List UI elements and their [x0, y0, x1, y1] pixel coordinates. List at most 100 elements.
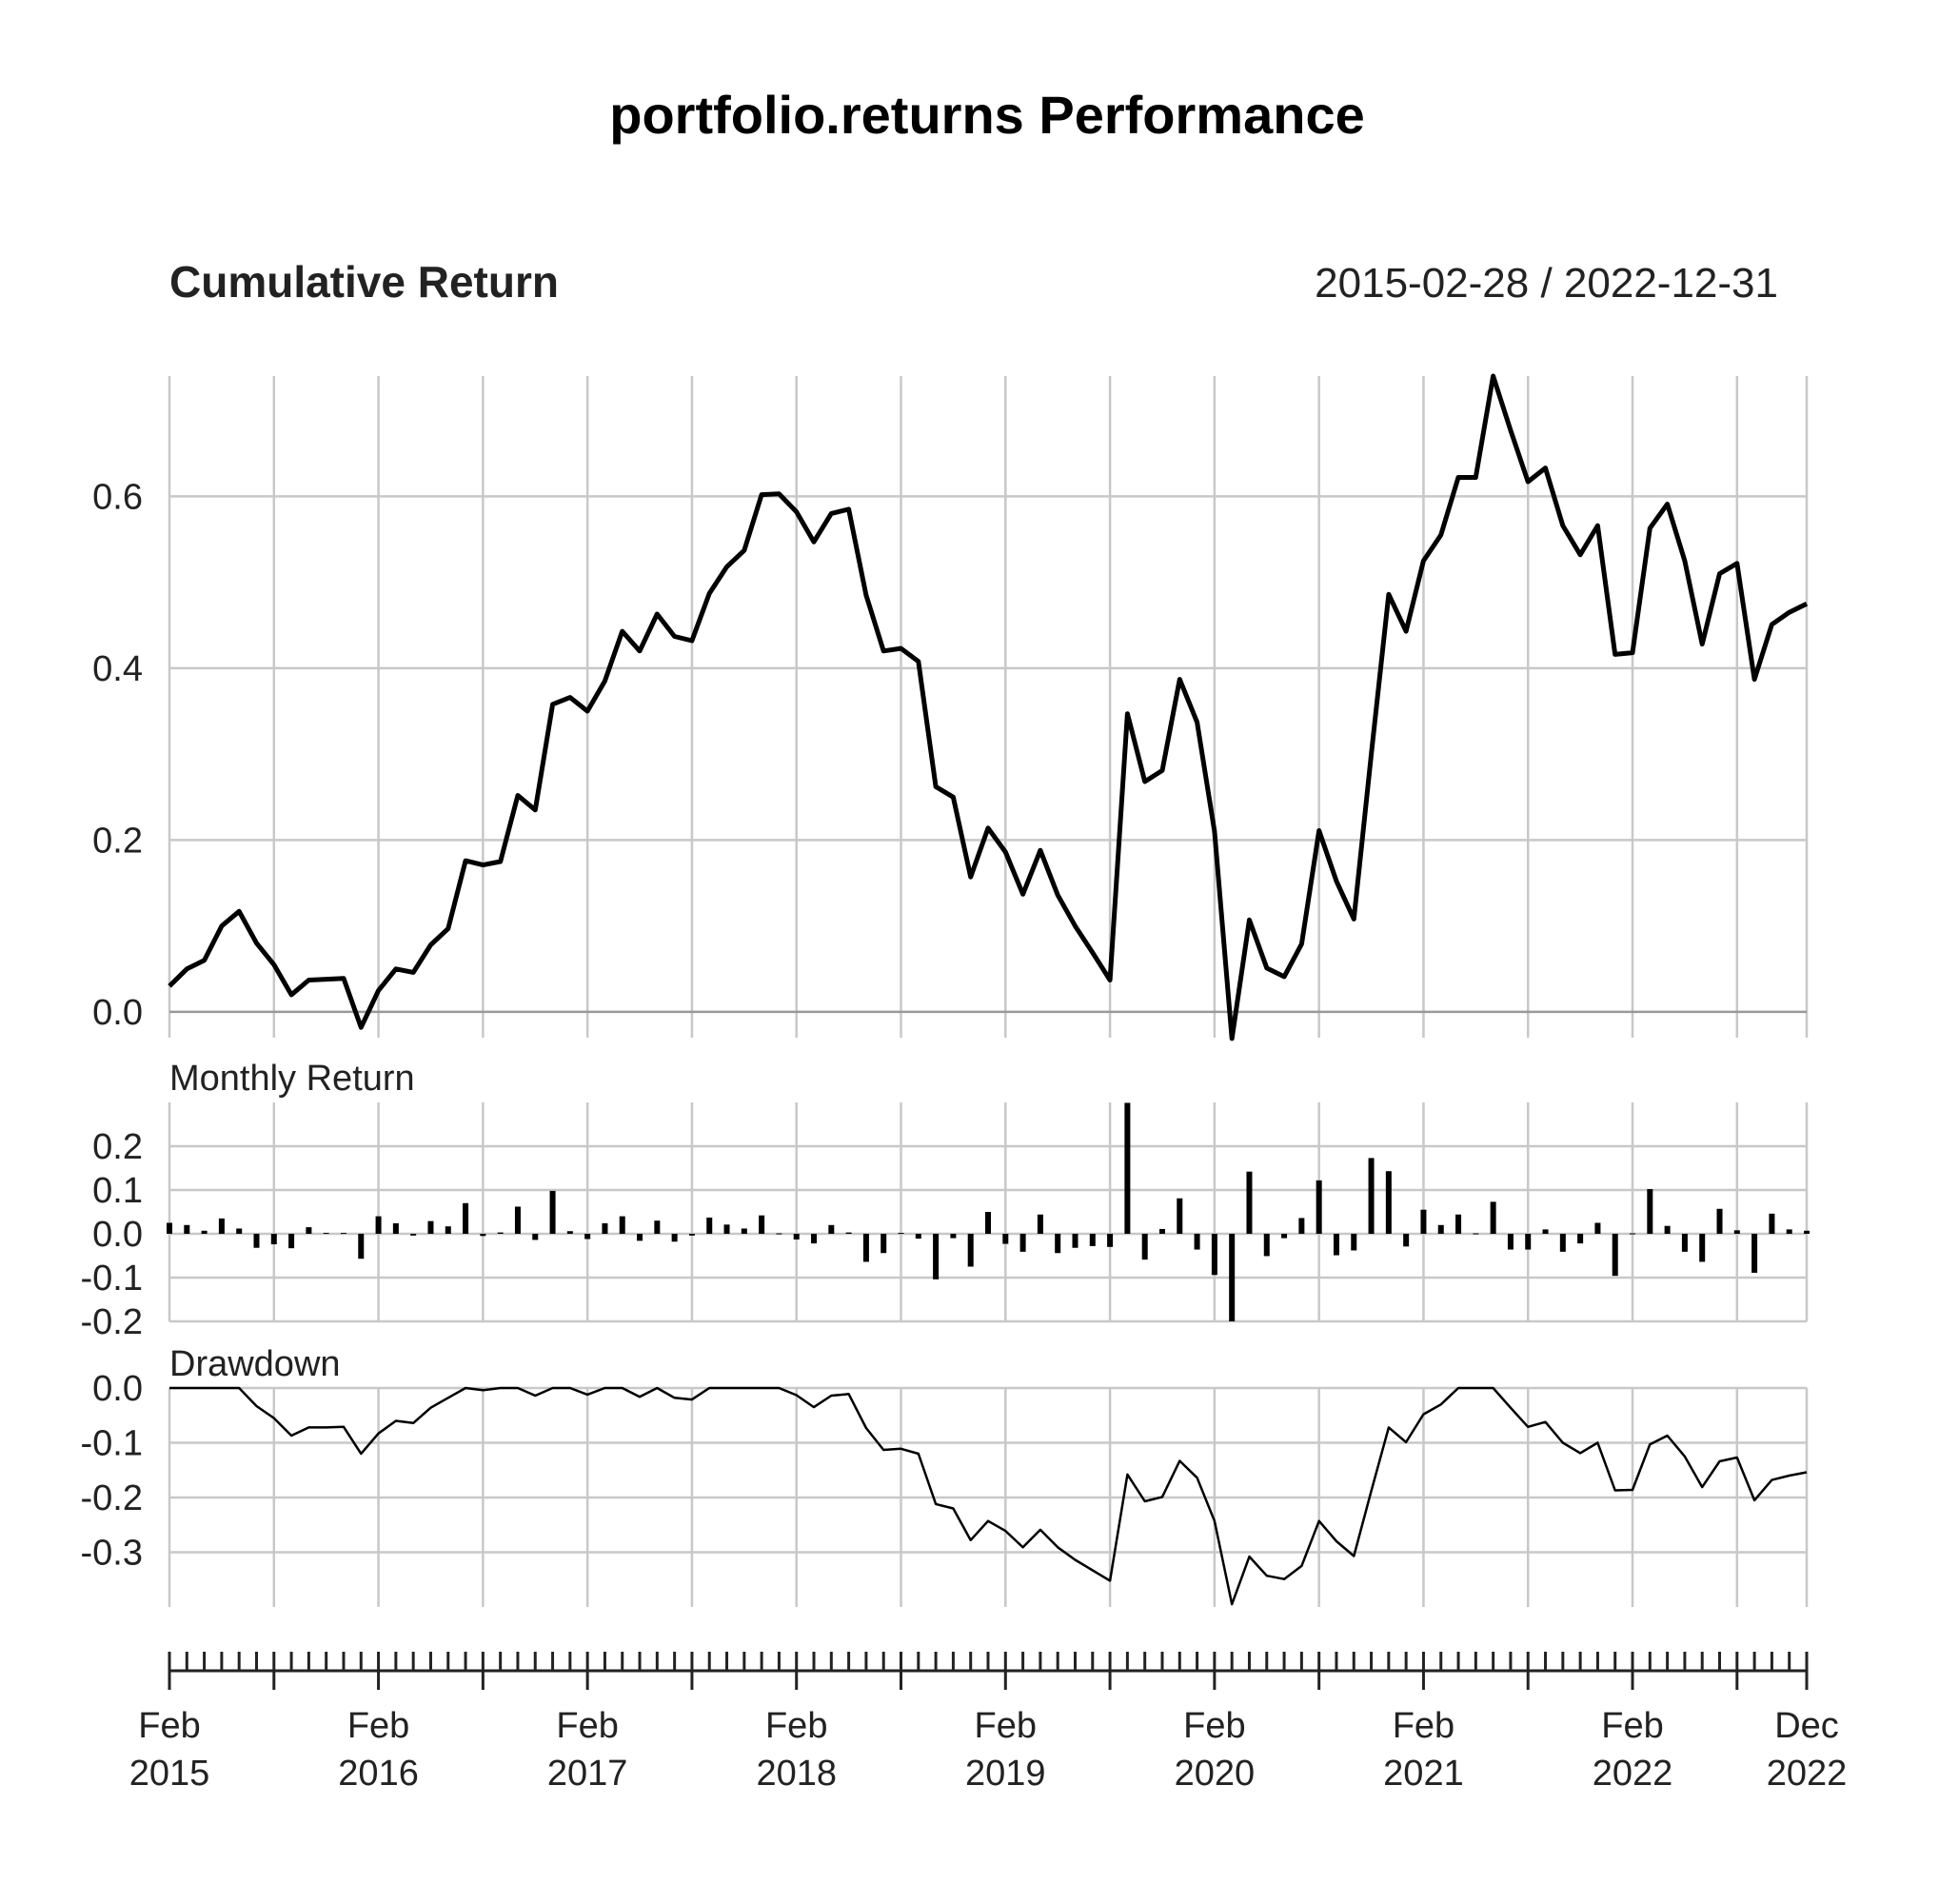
monthly-return-bar	[1490, 1201, 1496, 1234]
x-tick-label-month: Feb	[1601, 1706, 1663, 1746]
drawdown-series-line	[169, 1386, 1808, 1606]
monthly-return-bar	[288, 1234, 295, 1249]
monthly-return-bar	[845, 1232, 852, 1234]
monthly-return-bar	[706, 1217, 713, 1234]
monthly-return-bar	[862, 1234, 869, 1262]
monthly-return-panel: -0.2-0.10.00.10.2	[81, 1102, 1810, 1342]
monthly-return-bar	[445, 1226, 451, 1234]
monthly-return-bar	[1055, 1234, 1061, 1254]
monthly-return-bar	[566, 1231, 573, 1234]
x-tick-label-year: 2018	[756, 1754, 837, 1794]
drawdown-y-tick-label: -0.1	[81, 1424, 143, 1464]
monthly-return-bar	[1246, 1171, 1253, 1234]
x-tick-label-year: 2021	[1383, 1754, 1464, 1794]
monthly-return-bar	[340, 1233, 346, 1235]
monthly-return-bar	[1107, 1234, 1114, 1247]
x-tick-label-month: Feb	[138, 1706, 200, 1746]
cumulative-y-tick-label: 0.2	[92, 821, 143, 861]
monthly-return-bar	[1786, 1229, 1792, 1234]
monthly-y-tick-label: 0.2	[92, 1127, 143, 1167]
x-tick-label-month: Feb	[1393, 1706, 1454, 1746]
drawdown-panel: -0.3 -0.2 -0.1 0.0	[81, 1369, 1809, 1607]
monthly-return-bar	[532, 1234, 539, 1240]
monthly-return-bar	[1420, 1209, 1427, 1234]
monthly-y-tick-label: 0.1	[92, 1171, 143, 1211]
monthly-return-bar	[1351, 1234, 1357, 1251]
monthly-return-bar	[723, 1224, 730, 1234]
monthly-y-axis: -0.2-0.10.00.10.2	[81, 1127, 1807, 1342]
monthly-return-bar	[1002, 1234, 1009, 1244]
monthly-return-bar	[602, 1222, 608, 1234]
monthly-return-bar	[1437, 1224, 1444, 1234]
x-tick-label-year: 2016	[338, 1754, 419, 1794]
monthly-return-bar	[1804, 1230, 1810, 1234]
monthly-return-bar	[270, 1234, 277, 1245]
monthly-return-bar	[1751, 1234, 1758, 1273]
monthly-return-bar	[1072, 1234, 1078, 1248]
monthly-return-bar	[236, 1228, 243, 1234]
monthly-return-bar	[915, 1234, 921, 1240]
cumulative-y-tick-label: 0.4	[92, 649, 143, 689]
monthly-return-bar	[654, 1220, 661, 1234]
cumulative-y-tick-label: 0.0	[92, 993, 143, 1033]
x-tick-label-year: 2017	[547, 1754, 628, 1794]
monthly-return-bar	[1298, 1218, 1305, 1234]
monthly-y-tick-label: 0.0	[92, 1215, 143, 1255]
monthly-return-bar	[1664, 1225, 1671, 1234]
monthly-return-bar	[1594, 1222, 1601, 1234]
monthly-return-bar	[985, 1212, 991, 1234]
monthly-return-bar	[514, 1206, 521, 1234]
monthly-return-bar	[584, 1234, 591, 1240]
monthly-return-bar	[619, 1216, 625, 1234]
monthly-return-bar	[218, 1218, 225, 1234]
monthly-return-bar	[1194, 1234, 1200, 1250]
monthly-return-bar	[933, 1234, 940, 1279]
x-tick-label-year: 2020	[1175, 1754, 1256, 1794]
monthly-return-bar	[881, 1234, 887, 1254]
monthly-return-bar	[410, 1234, 417, 1236]
monthly-return-bar	[1699, 1234, 1706, 1262]
cumulative-vertical-grid	[168, 376, 1809, 1038]
monthly-return-bar	[1263, 1234, 1270, 1257]
monthly-return-bar	[1473, 1233, 1479, 1235]
cumulative-series-line	[168, 373, 1809, 1041]
monthly-return-bar	[1158, 1228, 1165, 1234]
monthly-return-bar	[1716, 1208, 1723, 1234]
drawdown-y-axis: -0.3 -0.2 -0.1 0.0	[81, 1369, 1807, 1574]
cumulative-return-panel: 0.0 0.2 0.4 0.6	[92, 373, 1809, 1041]
monthly-return-bar	[1019, 1234, 1026, 1252]
monthly-return-bar	[1733, 1230, 1740, 1234]
x-axis: Feb 2015 Feb 2016 Feb 2017 Feb 2018 Feb 2019 Feb 20…	[129, 1652, 1847, 1794]
monthly-return-bar	[1177, 1198, 1183, 1234]
monthly-return-bar	[1647, 1189, 1653, 1234]
chart-title: portfolio.returns Performance	[609, 85, 1364, 145]
monthly-return-bar	[392, 1222, 399, 1234]
monthly-return-bar	[184, 1224, 190, 1234]
monthly-return-bar	[776, 1233, 782, 1235]
monthly-return-bar	[201, 1230, 208, 1234]
monthly-return-bar	[1089, 1234, 1096, 1246]
x-tick-label-month: Feb	[347, 1706, 409, 1746]
monthly-return-bar	[1124, 1102, 1131, 1234]
monthly-y-tick-label: -0.1	[81, 1259, 143, 1299]
cumulative-y-axis: 0.0 0.2 0.4 0.6	[92, 477, 1807, 1033]
monthly-return-bar	[1681, 1234, 1688, 1252]
x-tick-label-month: Dec	[1774, 1706, 1839, 1746]
monthly-return-bar	[671, 1234, 678, 1242]
monthly-return-bar	[1577, 1234, 1584, 1244]
x-tick-label-month: Feb	[556, 1706, 618, 1746]
monthly-return-bar	[1211, 1234, 1217, 1276]
x-tick-label-month: Feb	[765, 1706, 827, 1746]
monthly-return-bar	[1316, 1180, 1322, 1234]
monthly-return-bar	[1037, 1214, 1043, 1234]
monthly-return-bar	[759, 1215, 765, 1234]
monthly-return-bar	[688, 1234, 695, 1236]
monthly-return-bar	[967, 1234, 974, 1267]
monthly-return-bar	[1141, 1234, 1148, 1260]
monthly-return-bar	[1281, 1234, 1288, 1239]
cumulative-return-title: Cumulative Return	[169, 257, 559, 307]
monthly-return-bar	[549, 1190, 556, 1234]
monthly-return-bar	[811, 1234, 818, 1244]
monthly-return-bar	[1525, 1234, 1532, 1250]
